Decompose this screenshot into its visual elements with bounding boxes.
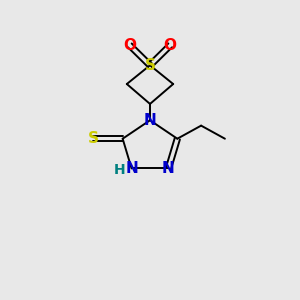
Text: O: O — [123, 38, 136, 53]
Text: N: N — [125, 161, 138, 176]
Text: N: N — [162, 161, 175, 176]
Text: O: O — [164, 38, 177, 53]
Text: S: S — [145, 58, 155, 73]
Text: N: N — [144, 113, 156, 128]
Text: S: S — [87, 131, 98, 146]
Text: H: H — [113, 163, 125, 177]
